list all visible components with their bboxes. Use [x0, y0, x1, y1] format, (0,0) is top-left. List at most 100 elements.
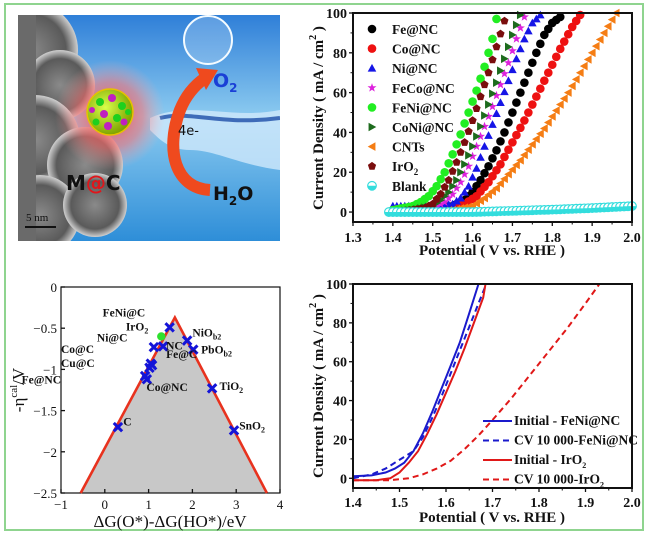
point-fe-c: [146, 360, 158, 371]
point-nc: [157, 341, 169, 352]
data-point: [476, 131, 485, 141]
data-point: [524, 68, 533, 78]
data-point: [476, 175, 485, 185]
data-point: [567, 81, 576, 91]
point-feni-c: [164, 322, 175, 333]
legend-marker: [367, 142, 376, 151]
legend-item-iro2: IrO2: [367, 159, 419, 177]
data-point: [536, 129, 544, 139]
x-tick-label: 2.0: [623, 496, 641, 511]
data-point: [559, 37, 569, 46]
y-tick-label: 0: [51, 280, 58, 295]
volcano-fill: [80, 317, 267, 493]
data-point: [461, 159, 469, 169]
data-point: [512, 20, 521, 30]
data-point: [505, 42, 513, 52]
data-point: [508, 138, 517, 147]
annotation-iro2: IrO2: [126, 322, 149, 336]
x-tick-label: 1.7: [504, 231, 522, 246]
data-point: [504, 76, 513, 85]
data-point: [559, 94, 568, 103]
legend-label: Initial - IrO2: [514, 452, 586, 470]
data-point: [440, 167, 449, 177]
figure-frame: [4, 3, 644, 531]
data-point: [468, 97, 477, 106]
y-tick-label: −2.5: [33, 486, 57, 501]
x-tick-label: 4: [277, 497, 284, 512]
data-point: [555, 100, 564, 109]
data-point: [480, 80, 489, 89]
x-tick-label: 1.8: [530, 496, 548, 511]
data-point: [489, 89, 497, 98]
data-point: [436, 174, 445, 184]
data-point: [472, 141, 482, 151]
annotation-co-c: Co@C: [61, 344, 94, 356]
data-point: [464, 161, 474, 171]
data-point: [511, 34, 521, 43]
data-point: [591, 41, 600, 51]
data-point: [440, 182, 449, 191]
data-point: [477, 122, 485, 131]
y-axis-title: Current Density ( mA / cm2 ): [308, 294, 327, 478]
y-tick-label: 100: [326, 278, 347, 293]
y-tick-label: 60: [333, 356, 347, 371]
x-tick-label: 1.9: [583, 231, 601, 246]
data-point: [500, 87, 509, 96]
data-point: [496, 159, 505, 169]
data-point: [516, 88, 525, 97]
data-point: [503, 58, 513, 67]
x-tick-label: 1.9: [577, 496, 595, 511]
data-point: [484, 68, 493, 77]
data-point: [551, 106, 560, 115]
x-tick-label: 2: [189, 497, 196, 512]
data-point: [457, 167, 465, 177]
legend-marker: [367, 24, 377, 34]
data-point: [452, 158, 461, 166]
data-point: [528, 58, 537, 68]
data-point: [452, 140, 461, 149]
data-point: [496, 137, 505, 146]
data-point: [488, 34, 497, 44]
data-point: [492, 42, 501, 51]
data-point: [532, 134, 540, 144]
data-point: [524, 145, 532, 154]
y-tick-label: 80: [333, 317, 347, 332]
data-point: [528, 18, 537, 27]
data-point: [536, 39, 545, 49]
data-point: [464, 127, 473, 135]
data-point: [520, 78, 529, 87]
x-tick-label: 1.4: [384, 231, 402, 246]
legend-item-initial-feni-nc: Initial - FeNi@NC: [483, 413, 620, 428]
data-point: [515, 23, 525, 32]
series-feni-nc: [388, 14, 501, 215]
legend-label: Fe@NC: [392, 22, 438, 37]
data-point: [504, 169, 512, 179]
y-tick-label: 20: [333, 433, 347, 448]
data-point: [480, 121, 489, 131]
data-point: [583, 55, 592, 64]
data-point: [595, 35, 604, 44]
data-point: [456, 130, 465, 139]
data-point: [456, 148, 465, 156]
x-axis-title: Potential ( V vs. RHE ): [419, 243, 565, 259]
legend-item-cnts: CNTs: [367, 140, 425, 155]
annotation-tio2: TiO2: [220, 381, 244, 395]
data-point: [448, 199, 457, 208]
data-point: [500, 128, 509, 137]
point-pbob2: [188, 344, 199, 355]
legend-item-feni-nc: FeNi@NC: [367, 100, 452, 115]
legend-item-coni-nc: CoNi@NC: [368, 120, 454, 135]
data-point: [540, 76, 549, 85]
y-tick-label: 40: [333, 395, 347, 410]
x-tick-label: 1.6: [437, 496, 455, 511]
data-point: [508, 108, 517, 117]
y-tick-label: −2: [43, 445, 57, 460]
data-point: [480, 62, 489, 72]
annotation-fe-nc: Fe@NC: [22, 374, 61, 386]
data-point: [555, 44, 565, 54]
data-point: [512, 160, 520, 170]
legend-item-blank: Blank: [367, 179, 427, 194]
data-point: [536, 10, 545, 19]
point-niob2: [181, 335, 193, 346]
x-tick-label: 1.4: [344, 496, 362, 511]
